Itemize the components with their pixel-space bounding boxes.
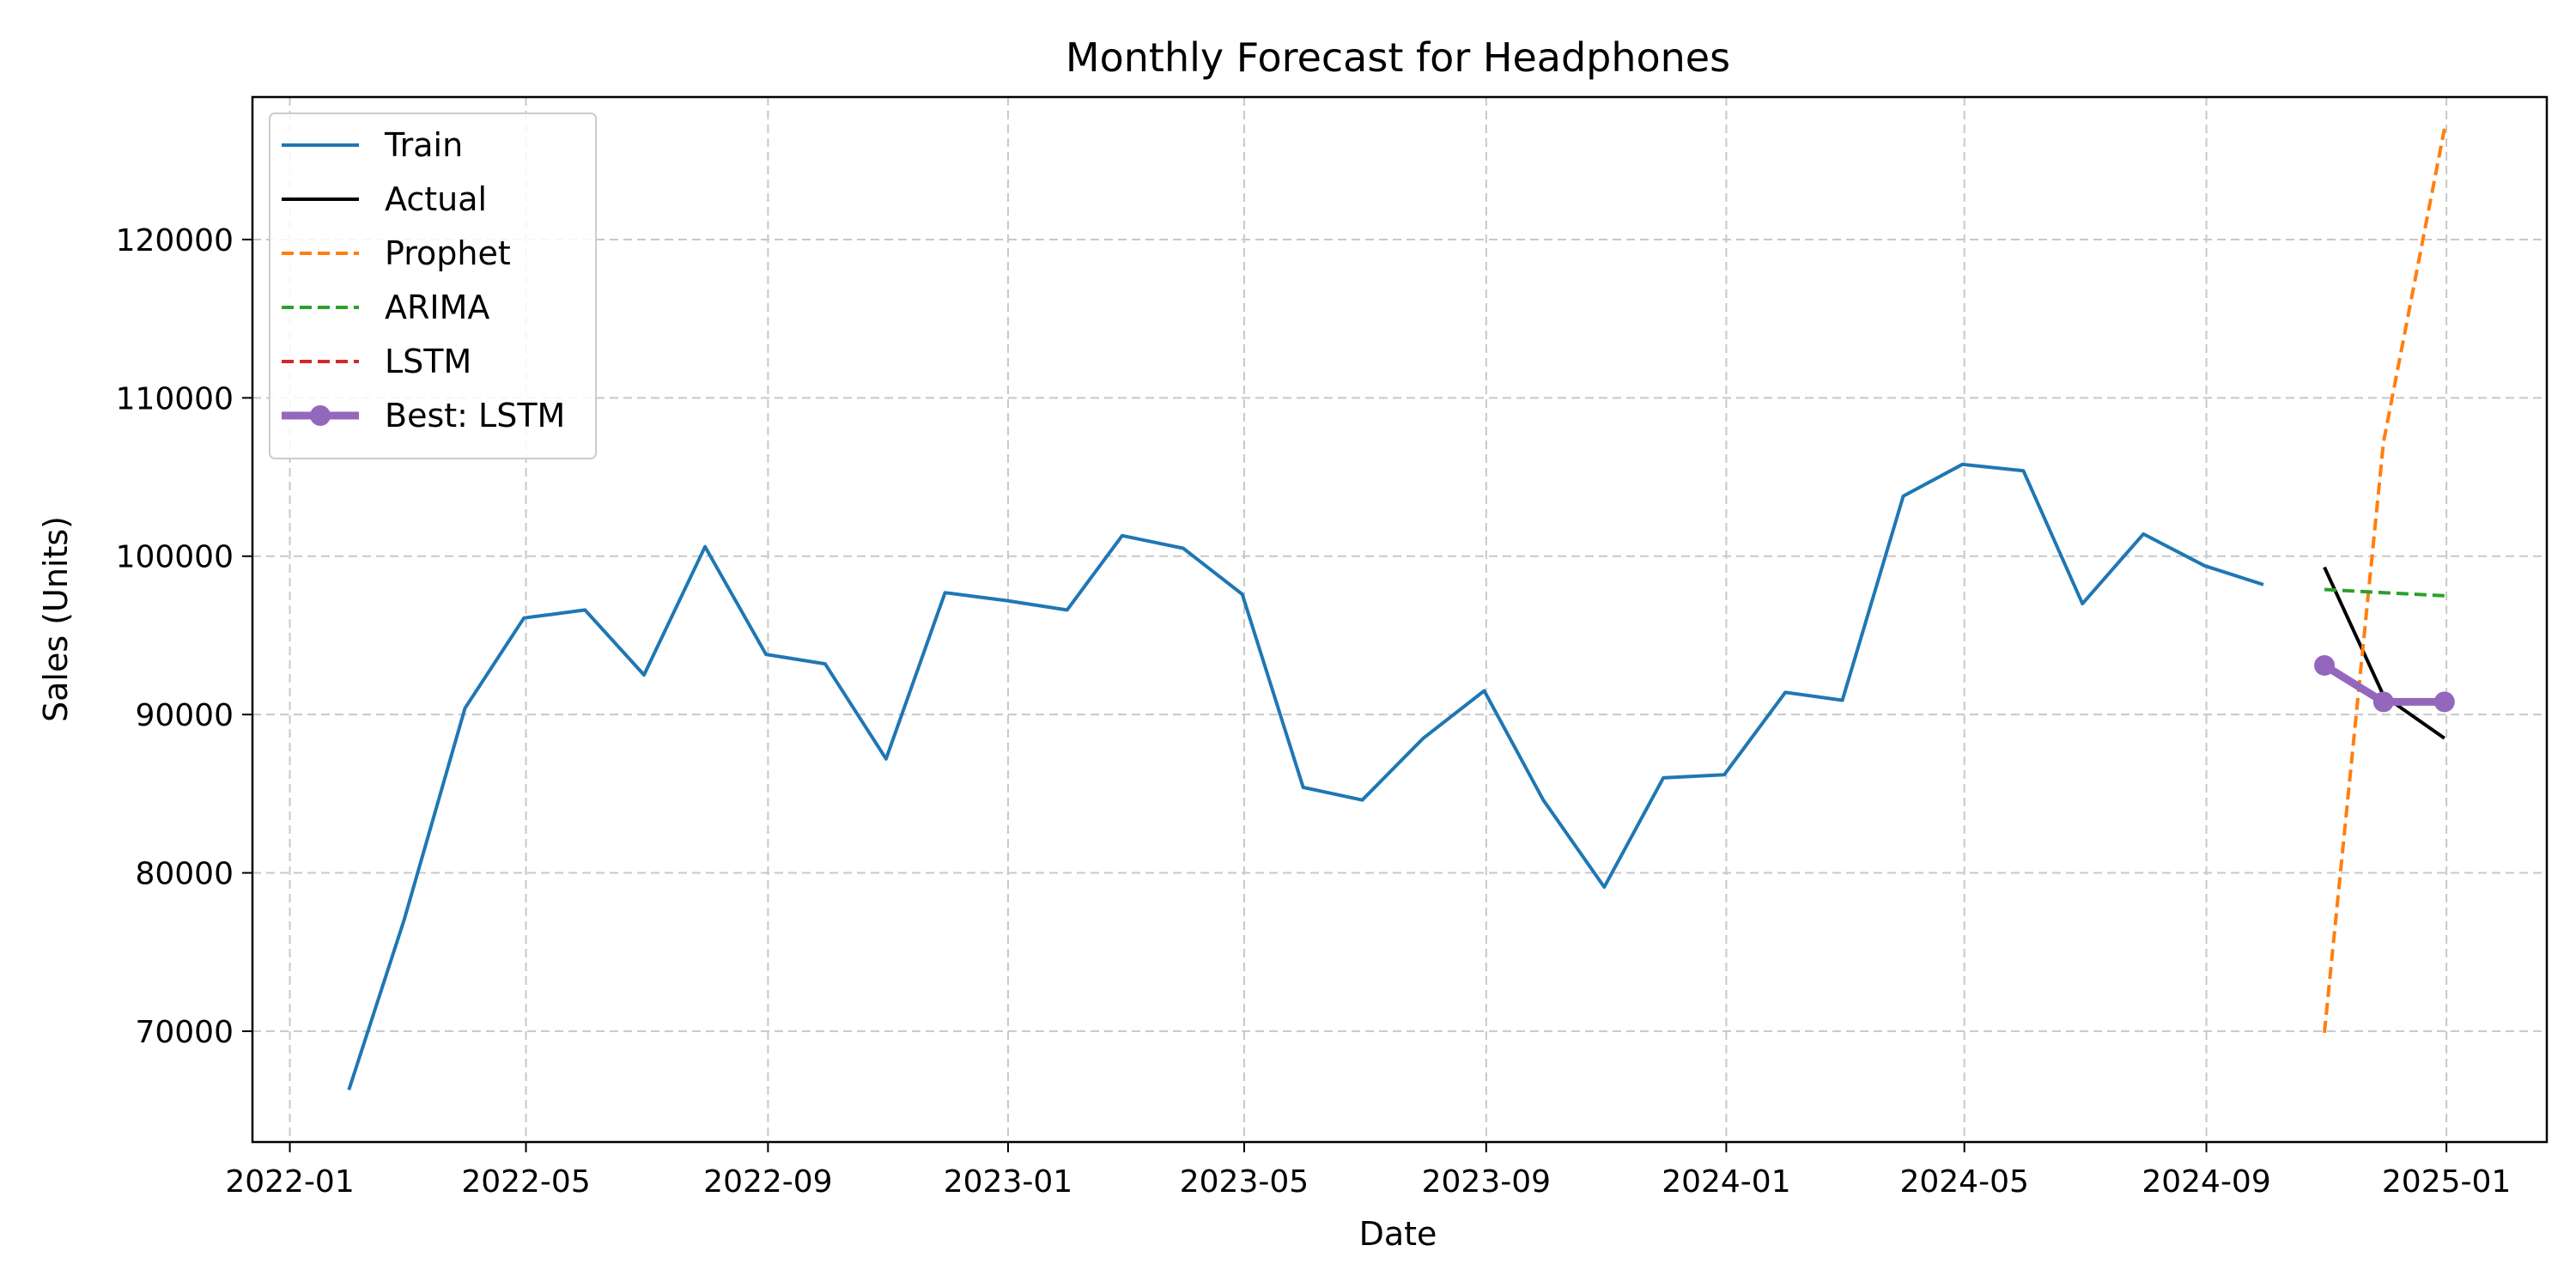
x-tick-label: 2022-01 <box>225 1164 354 1200</box>
legend-label: Train <box>384 126 463 164</box>
x-tick-label: 2022-05 <box>461 1164 590 1200</box>
legend-label: Prophet <box>385 234 511 272</box>
grid <box>252 97 2547 1142</box>
legend-label: ARIMA <box>385 289 489 326</box>
x-tick-label: 2023-01 <box>944 1164 1072 1200</box>
ticks: 2022-01 2022-05 2022-09 2023-01 2023-05 2023-… <box>116 223 2512 1200</box>
x-axis-label: Date <box>1359 1215 1437 1253</box>
x-tick-label: 2024-01 <box>1662 1164 1790 1200</box>
y-tick-label: 70000 <box>135 1015 234 1050</box>
x-tick-label: 2023-09 <box>1422 1164 1551 1200</box>
x-tick-label: 2022-09 <box>703 1164 832 1200</box>
legend-marker <box>310 405 331 426</box>
y-tick-label: 80000 <box>135 857 234 892</box>
x-tick-label: 2025-01 <box>2382 1164 2511 1200</box>
legend: Train Actual Prophet ARIMA LSTM Best: LSTM <box>269 112 597 459</box>
x-tick-label: 2024-05 <box>1899 1164 2028 1200</box>
legend-label: LSTM <box>385 343 471 380</box>
series-point-best-lstm <box>2433 691 2455 713</box>
series-line-train <box>347 462 2264 1091</box>
x-tick-label: 2024-09 <box>2142 1164 2270 1200</box>
plot-frame <box>251 95 2549 1144</box>
series-layer <box>347 128 2455 1091</box>
legend-label: Actual <box>385 180 487 218</box>
y-axis-label: Sales (Units) <box>37 516 75 722</box>
x-tick-label: 2023-05 <box>1180 1164 1309 1200</box>
chart-title: Monthly Forecast for Headphones <box>1066 34 1730 81</box>
y-tick-label: 110000 <box>116 381 234 416</box>
y-tick-label: 120000 <box>116 223 234 258</box>
y-tick-label: 100000 <box>116 540 234 575</box>
series-point-best-lstm <box>2372 691 2394 713</box>
legend-label: Best: LSTM <box>385 397 565 434</box>
series-line-arima <box>2324 587 2445 598</box>
series-point-best-lstm <box>2314 654 2336 676</box>
y-tick-label: 90000 <box>135 698 234 733</box>
